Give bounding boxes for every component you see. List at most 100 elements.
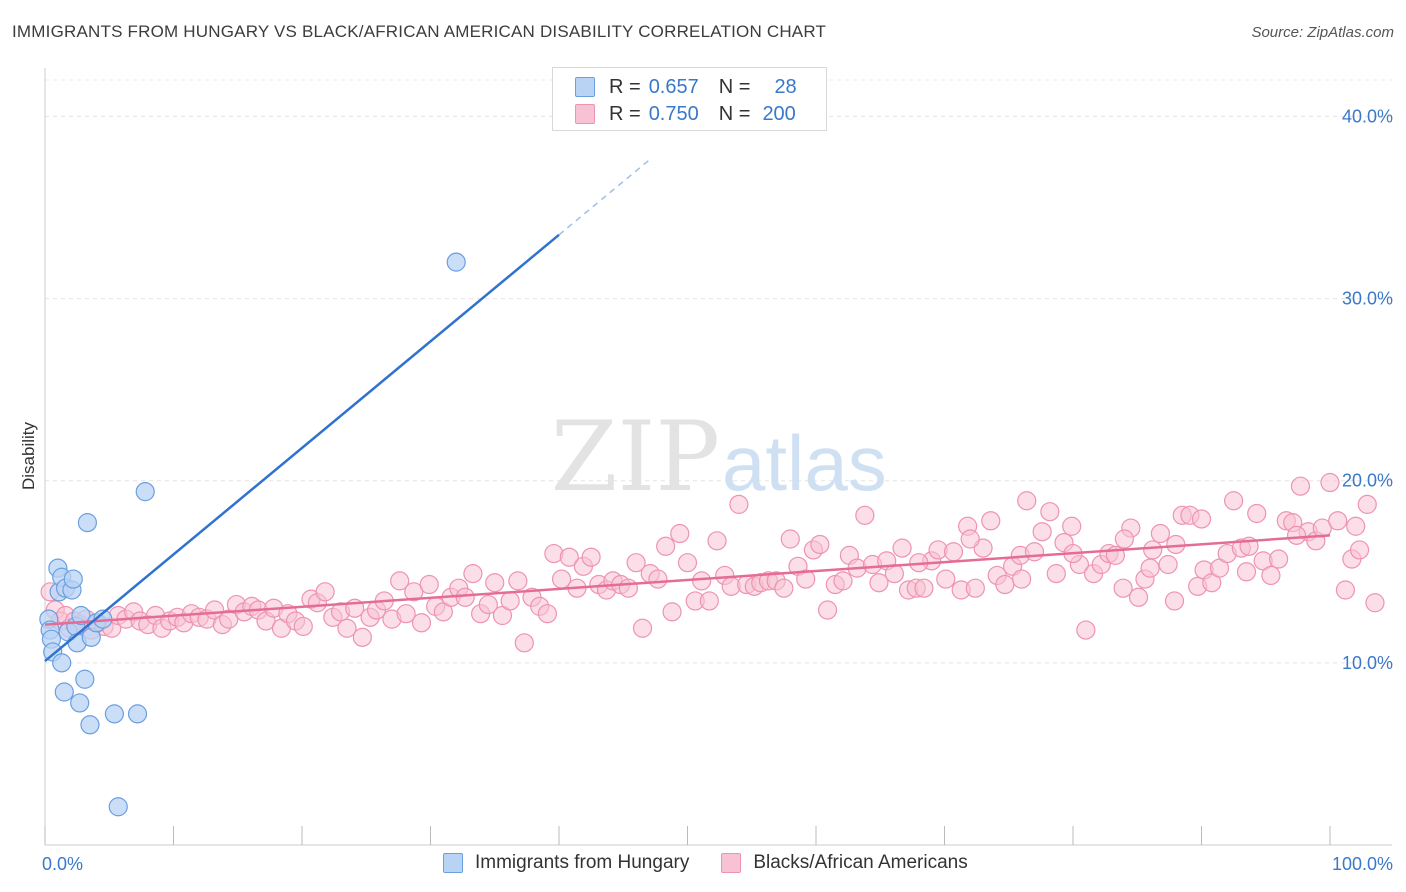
data-point-black bbox=[559, 547, 579, 567]
data-point-black bbox=[337, 618, 357, 638]
series-legend-item-black[interactable]: Blacks/African Americans bbox=[721, 852, 968, 874]
data-point-black bbox=[981, 511, 1001, 531]
trend-lines bbox=[44, 159, 1331, 662]
trend-line-hungary bbox=[44, 233, 560, 662]
data-point-black bbox=[995, 574, 1015, 595]
legend-swatch-blue bbox=[575, 77, 595, 97]
data-point-black bbox=[485, 573, 505, 593]
data-point-black bbox=[774, 578, 794, 598]
data-point-black bbox=[463, 564, 483, 584]
axes: 10.0% 20.0% 30.0% 40.0% 0.0% 100.0% bbox=[42, 68, 1393, 874]
data-point-hungary bbox=[63, 569, 83, 589]
data-point-black bbox=[1365, 593, 1385, 613]
y-tick-label: 20.0% bbox=[1342, 471, 1393, 491]
data-point-black bbox=[1114, 529, 1135, 549]
legend-row-black: R = 0.750 N = 200 bbox=[575, 101, 796, 127]
data-point-hungary bbox=[104, 704, 124, 724]
data-point-black bbox=[1286, 525, 1307, 545]
data-point-black bbox=[396, 604, 416, 624]
data-point-black bbox=[581, 547, 601, 567]
data-point-black bbox=[1113, 578, 1133, 598]
data-point-black bbox=[1357, 494, 1377, 514]
data-point-black bbox=[1224, 491, 1244, 511]
series-legend: Immigrants from Hungary Blacks/African A… bbox=[443, 852, 1000, 874]
x-tick-label-max: 100.0% bbox=[1332, 854, 1393, 874]
data-point-hungary bbox=[70, 693, 90, 713]
data-point-black bbox=[1328, 511, 1348, 531]
data-point-black bbox=[315, 582, 335, 602]
watermark-zip: ZIP bbox=[551, 401, 720, 513]
data-point-black bbox=[1247, 503, 1267, 524]
data-point-black bbox=[648, 569, 668, 589]
data-point-hungary bbox=[75, 669, 95, 689]
legend-r-value: 0.750 bbox=[648, 102, 699, 125]
data-point-black bbox=[1143, 540, 1163, 560]
y-tick-label: 40.0% bbox=[1342, 106, 1393, 126]
data-point-black bbox=[1261, 565, 1281, 586]
data-point-black bbox=[677, 553, 698, 573]
chart-title: IMMIGRANTS FROM HUNGARY VS BLACK/AFRICAN… bbox=[12, 22, 827, 41]
data-point-black bbox=[1346, 516, 1366, 536]
watermark-atlas: atlas bbox=[722, 419, 887, 507]
data-point-black bbox=[626, 553, 646, 573]
y-tick-label: 10.0% bbox=[1342, 653, 1393, 673]
data-point-black bbox=[419, 574, 439, 595]
legend-n-value: 28 bbox=[774, 75, 797, 98]
legend-r-label: R = bbox=[609, 102, 641, 125]
data-point-hungary bbox=[108, 797, 128, 817]
data-point-black bbox=[1164, 591, 1185, 611]
data-point-black bbox=[632, 618, 653, 638]
data-point-black bbox=[1024, 542, 1045, 562]
trend-line-black bbox=[44, 534, 1331, 626]
legend-n-label: N = bbox=[718, 75, 751, 98]
data-point-black bbox=[1191, 509, 1212, 529]
x-tick-label-min: 0.0% bbox=[42, 854, 83, 874]
data-point-black bbox=[729, 494, 749, 514]
data-point-black bbox=[656, 536, 676, 556]
data-point-black bbox=[537, 604, 558, 624]
data-point-hungary bbox=[71, 605, 91, 626]
legend-swatch-pink bbox=[575, 104, 595, 124]
data-point-black bbox=[1349, 540, 1370, 560]
data-point-hungary bbox=[135, 482, 155, 502]
data-point-black bbox=[1268, 549, 1289, 569]
data-point-hungary bbox=[80, 715, 100, 735]
series-swatch-pink bbox=[721, 853, 742, 873]
data-point-black bbox=[411, 613, 432, 633]
data-point-black bbox=[943, 542, 964, 562]
data-point-black bbox=[914, 578, 934, 598]
data-point-black bbox=[1128, 587, 1149, 607]
data-point-black bbox=[1076, 620, 1096, 640]
series-legend-item-hungary[interactable]: Immigrants from Hungary bbox=[443, 852, 689, 874]
legend-r-label: R = bbox=[609, 75, 641, 98]
data-point-black bbox=[869, 573, 889, 593]
data-point-black bbox=[1236, 562, 1257, 582]
data-point-black bbox=[1046, 564, 1066, 584]
data-point-black bbox=[833, 571, 853, 591]
data-point-hungary bbox=[446, 252, 466, 272]
data-point-black bbox=[1150, 523, 1170, 544]
data-point-black bbox=[699, 591, 719, 611]
data-point-black bbox=[780, 529, 800, 549]
legend-n-label: N = bbox=[718, 102, 751, 125]
data-point-black bbox=[662, 602, 682, 622]
series-blacks-african-americans bbox=[40, 472, 1385, 653]
trend-line-hungary-extension bbox=[558, 159, 650, 236]
data-point-black bbox=[936, 569, 956, 589]
data-point-black bbox=[1335, 580, 1356, 600]
data-point-black bbox=[1040, 502, 1060, 522]
data-point-black bbox=[478, 594, 498, 615]
data-point-black bbox=[352, 627, 372, 647]
data-point-black bbox=[455, 587, 475, 607]
data-point-black bbox=[817, 600, 838, 620]
data-point-hungary bbox=[54, 682, 74, 702]
data-point-black bbox=[960, 529, 980, 549]
source-label: Source: ZipAtlas.com bbox=[1251, 24, 1394, 41]
data-point-black bbox=[884, 564, 904, 584]
data-point-black bbox=[892, 538, 912, 558]
data-point-black bbox=[1032, 522, 1052, 542]
data-point-black bbox=[508, 571, 528, 591]
y-axis-title: Disability bbox=[19, 421, 38, 490]
series-immigrants-from-hungary bbox=[39, 252, 466, 817]
